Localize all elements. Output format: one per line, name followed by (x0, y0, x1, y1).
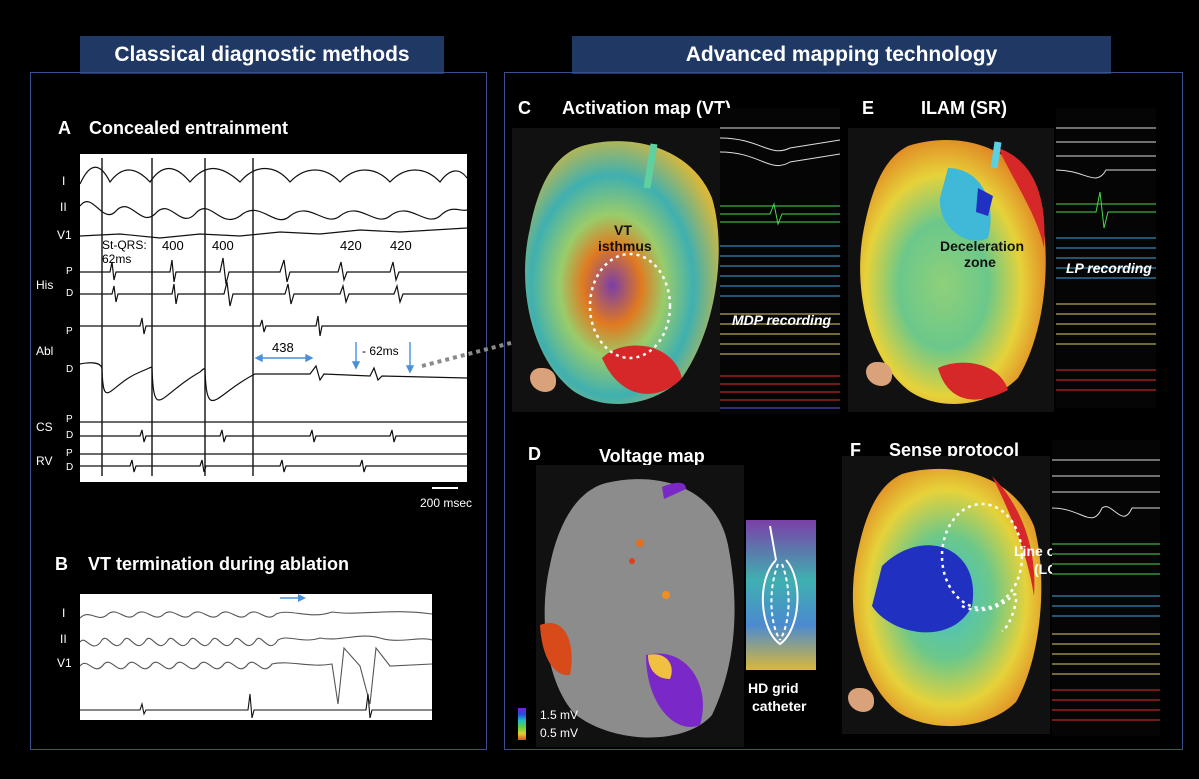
voltage-map-shape (540, 479, 735, 738)
mdp-recording-label: MDP recording (732, 312, 832, 328)
deceleration-label-2: zone (964, 254, 996, 270)
left-frame (30, 72, 487, 750)
rv-p-label: P (66, 448, 73, 459)
legend-high-label: 1.5 mV (540, 708, 579, 722)
egm-traces-e (1055, 127, 1156, 391)
sense-map (842, 456, 1050, 734)
panel-c-title: Activation map (VT) (562, 98, 732, 118)
interval-2: 400 (212, 238, 234, 253)
delay-label: - 62ms (362, 344, 399, 358)
lead-i-label: I (62, 174, 66, 188)
st-qrs-label: St-QRS: (102, 238, 147, 252)
connector-line (421, 336, 531, 368)
rv-d-label: D (66, 462, 74, 473)
panel-c-letter: C (518, 98, 531, 118)
mini-heart-icon-e (866, 362, 892, 386)
cs-p-label: P (66, 414, 73, 425)
interval-4: 420 (390, 238, 412, 253)
his-label: His (36, 278, 54, 292)
hd-grid-label-1: HD grid (748, 680, 799, 696)
abl-d-label: D (66, 364, 74, 375)
mini-heart-icon-c (530, 368, 556, 392)
egm-traces-c (719, 127, 841, 409)
lead-v1-label: V1 (57, 228, 72, 242)
b-lead-v1-label: V1 (57, 656, 72, 670)
his-p-label: P (66, 266, 73, 277)
panel-f-letter: F (850, 440, 861, 460)
left-banner: Classical diagnostic methods (80, 36, 444, 74)
b-lead-i-label: I (62, 606, 66, 620)
panel-e-letter: E (862, 98, 875, 118)
entrainment-waveforms (80, 158, 467, 476)
sense-map-shape (852, 468, 1042, 727)
entrainment-tracing: St-QRS: 62ms 400 400 420 420 438 - 62ms (80, 154, 467, 482)
lead-ii-label: II (60, 200, 67, 214)
panel-d-title: Voltage map (599, 446, 705, 466)
egm-panel-e (1055, 108, 1156, 408)
egm-panel-c (719, 108, 841, 414)
panel-b-letter: B (55, 554, 68, 574)
right-banner: Advanced mapping technology (572, 36, 1111, 74)
panel-a-title: Concealed entrainment (89, 118, 289, 138)
egm-panel-f (1051, 440, 1160, 736)
activation-map (512, 128, 724, 412)
scale-bar (432, 487, 458, 489)
egm-traces-f (1051, 459, 1160, 721)
abl-p-label: P (66, 326, 73, 337)
scale-label: 200 msec (420, 496, 473, 510)
interval-3: 420 (340, 238, 362, 253)
activation-map-shape (525, 141, 719, 404)
deceleration-label-1: Deceleration (940, 238, 1025, 254)
mini-heart-icon-f (848, 688, 874, 712)
interval-438: 438 (272, 340, 294, 355)
legend-low-label: 0.5 mV (540, 726, 579, 740)
hd-grid-image (746, 520, 816, 670)
cs-d-label: D (66, 430, 74, 441)
panel-b-title: VT termination during ablation (88, 554, 349, 574)
cs-label: CS (36, 420, 53, 434)
panel-e-title: ILAM (SR) (921, 98, 1007, 118)
st-qrs-value: 62ms (102, 252, 132, 266)
panel-a-letter: A (58, 118, 71, 138)
termination-tracing (80, 594, 432, 720)
termination-waveforms (80, 594, 432, 719)
his-d-label: D (66, 288, 74, 299)
right-frame (504, 72, 1183, 750)
voltage-legend-bar (518, 708, 526, 740)
interval-1: 400 (162, 238, 184, 253)
panel-f-title: Sense protocol (889, 440, 1020, 460)
b-lead-ii-label: II (60, 632, 67, 646)
hd-grid-shape (761, 525, 799, 646)
voltage-map (536, 465, 744, 747)
vt-isthmus-label-1: VT (614, 222, 632, 238)
vt-isthmus-label-2: isthmus (598, 238, 652, 254)
hd-grid-label-2: catheter (752, 698, 807, 714)
rv-label: RV (36, 454, 53, 468)
panel-d-letter: D (528, 444, 541, 464)
lp-recording-label: LP recording (1066, 260, 1152, 276)
abl-label: Abl (36, 344, 54, 358)
ilam-map-shape (860, 140, 1046, 404)
